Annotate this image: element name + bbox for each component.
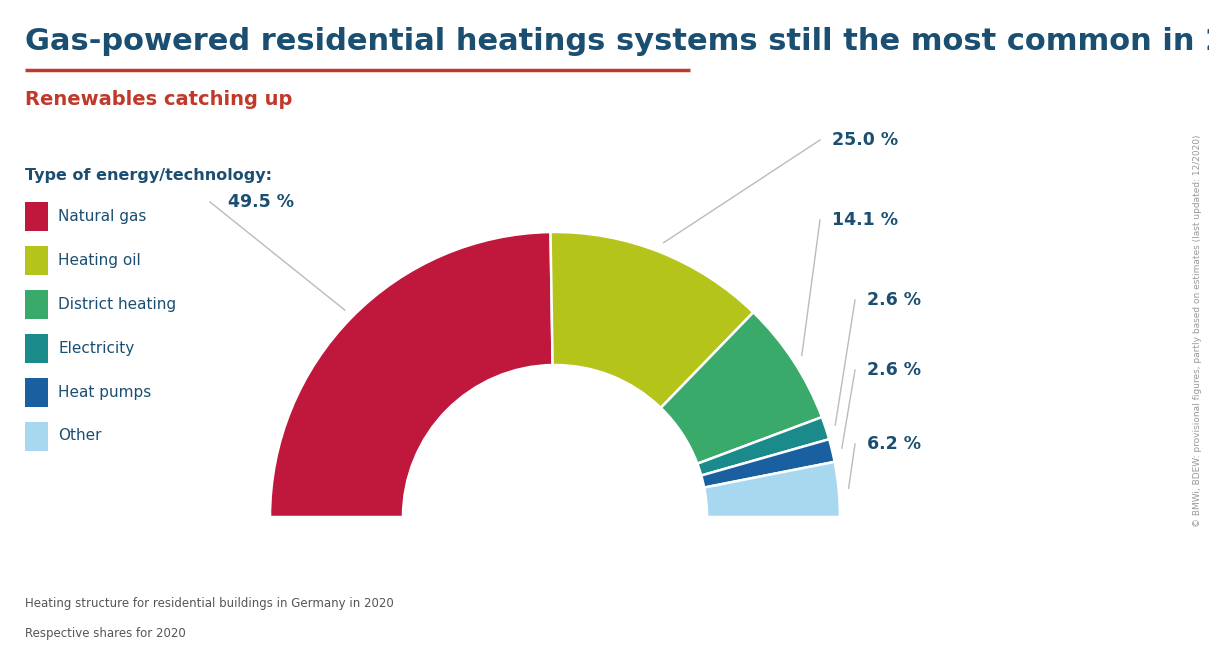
Bar — [25, 378, 48, 407]
Text: Respective shares for 2020: Respective shares for 2020 — [25, 627, 186, 640]
Text: 49.5 %: 49.5 % — [229, 193, 294, 211]
Wedge shape — [698, 417, 829, 475]
Text: Gas-powered residential heatings systems still the most common in 2020: Gas-powered residential heatings systems… — [25, 27, 1209, 56]
Text: Other: Other — [58, 428, 102, 444]
Text: Heating oil: Heating oil — [58, 252, 140, 267]
Bar — [25, 202, 48, 231]
Text: Heating structure for residential buildings in Germany in 2020: Heating structure for residential buildi… — [25, 597, 394, 610]
Text: 25.0 %: 25.0 % — [832, 131, 898, 149]
Bar — [25, 422, 48, 451]
Text: 14.1 %: 14.1 % — [832, 211, 898, 229]
Bar — [25, 334, 48, 363]
Bar — [25, 246, 48, 275]
Text: Heat pumps: Heat pumps — [58, 385, 151, 399]
Text: Type of energy/technology:: Type of energy/technology: — [25, 168, 272, 183]
Text: District heating: District heating — [58, 297, 177, 312]
Text: 2.6 %: 2.6 % — [867, 291, 921, 309]
Wedge shape — [270, 232, 553, 517]
Text: 6.2 %: 6.2 % — [867, 435, 921, 453]
Text: Renewables catching up: Renewables catching up — [25, 90, 293, 109]
Text: Electricity: Electricity — [58, 340, 134, 355]
Text: © BMWi, BDEW: provisional figures, partly based on estimates (last updated: 12/2: © BMWi, BDEW: provisional figures, partl… — [1193, 135, 1203, 527]
Wedge shape — [661, 312, 822, 463]
Wedge shape — [550, 232, 753, 408]
Text: Natural gas: Natural gas — [58, 209, 146, 224]
Text: 2.6 %: 2.6 % — [867, 361, 921, 379]
Bar — [25, 290, 48, 319]
Wedge shape — [701, 439, 834, 488]
Wedge shape — [704, 462, 840, 517]
